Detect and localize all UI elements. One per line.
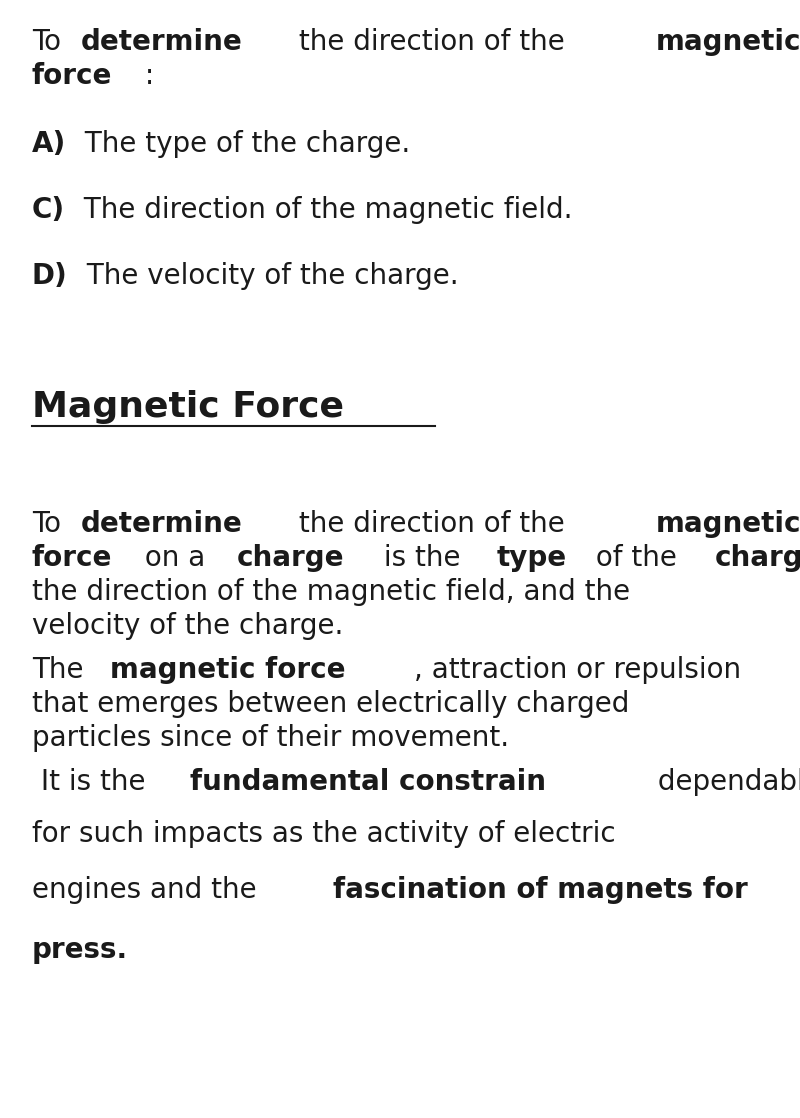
Text: force: force — [32, 544, 112, 572]
Text: the direction of the: the direction of the — [290, 510, 574, 538]
Text: C): C) — [32, 196, 65, 224]
Text: type: type — [497, 544, 567, 572]
Text: A): A) — [32, 130, 66, 158]
Text: magnetic: magnetic — [655, 510, 800, 538]
Text: determine: determine — [81, 510, 242, 538]
Text: engines and the: engines and the — [32, 877, 266, 904]
Text: that emerges between electrically charged: that emerges between electrically charge… — [32, 690, 630, 718]
Text: the direction of the: the direction of the — [290, 28, 574, 56]
Text: It is the: It is the — [32, 768, 154, 796]
Text: force: force — [32, 61, 112, 91]
Text: :: : — [136, 61, 154, 91]
Text: To: To — [32, 28, 70, 56]
Text: magnetic force: magnetic force — [110, 656, 346, 684]
Text: The direction of the magnetic field.: The direction of the magnetic field. — [74, 196, 572, 224]
Text: D): D) — [32, 262, 68, 290]
Text: on a: on a — [136, 544, 214, 572]
Text: the direction of the magnetic field, and the: the direction of the magnetic field, and… — [32, 578, 630, 606]
Text: fascination of magnets for: fascination of magnets for — [334, 877, 748, 904]
Text: Magnetic Force: Magnetic Force — [32, 390, 344, 424]
Text: The velocity of the charge.: The velocity of the charge. — [78, 262, 458, 290]
Text: press.: press. — [32, 936, 128, 964]
Text: The: The — [32, 656, 92, 684]
Text: To: To — [32, 510, 70, 538]
Text: magnetic: magnetic — [655, 28, 800, 56]
Text: charge: charge — [237, 544, 344, 572]
Text: particles since of their movement.: particles since of their movement. — [32, 724, 509, 752]
Text: , attraction or repulsion: , attraction or repulsion — [414, 656, 741, 684]
Text: dependable: dependable — [650, 768, 800, 796]
Text: charge,: charge, — [715, 544, 800, 572]
Text: is the: is the — [375, 544, 470, 572]
Text: fundamental constrain: fundamental constrain — [190, 768, 546, 796]
Text: velocity of the charge.: velocity of the charge. — [32, 612, 343, 639]
Text: determine: determine — [81, 28, 242, 56]
Text: for such impacts as the activity of electric: for such impacts as the activity of elec… — [32, 819, 616, 847]
Text: The type of the charge.: The type of the charge. — [76, 130, 410, 158]
Text: of the: of the — [587, 544, 686, 572]
